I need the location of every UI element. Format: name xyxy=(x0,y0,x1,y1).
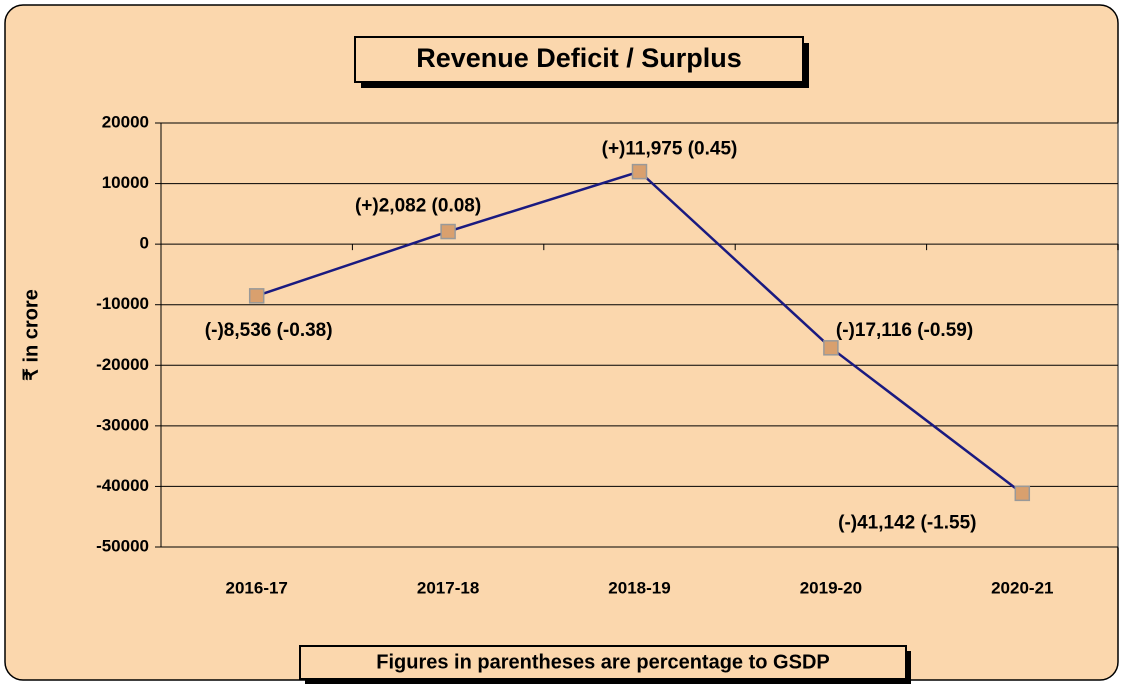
y-tick-label: -20000 xyxy=(96,355,149,374)
chart-panel xyxy=(4,4,1119,681)
data-label: (-)8,536 (-0.38) xyxy=(205,320,333,341)
marker xyxy=(1014,485,1031,502)
marker xyxy=(823,340,839,356)
data-label: (-)17,116 (-0.59) xyxy=(836,320,973,341)
y-tick-label: 0 xyxy=(140,234,149,253)
y-tick-label: 20000 xyxy=(102,112,149,131)
x-tick-label: 2019-20 xyxy=(800,578,862,597)
footnote: Figures in parentheses are percentage to… xyxy=(376,651,829,673)
y-tick-label: -10000 xyxy=(96,294,149,313)
data-label: (+)11,975 (0.45) xyxy=(602,139,738,160)
x-tick-label: 2020-21 xyxy=(991,578,1053,597)
y-tick-label: -40000 xyxy=(96,476,149,495)
marker xyxy=(440,223,456,240)
title-box xyxy=(354,36,804,83)
y-tick-label: -30000 xyxy=(96,415,149,434)
chart-title: Revenue Deficit / Surplus xyxy=(416,43,742,73)
marker xyxy=(248,288,265,304)
data-label: (-)41,142 (-1.55) xyxy=(838,512,976,533)
y-tick-label: 10000 xyxy=(102,173,149,192)
x-tick-label: 2017-18 xyxy=(417,578,479,597)
y-axis-label: ₹ in crore xyxy=(20,289,42,381)
x-tick-label: 2018-19 xyxy=(608,578,670,597)
footnote-box xyxy=(299,645,907,680)
x-tick-label: 2016-17 xyxy=(226,578,288,597)
data-label: (+)2,082 (0.08) xyxy=(355,196,481,217)
marker xyxy=(631,163,648,180)
y-tick-label: -50000 xyxy=(96,536,149,555)
